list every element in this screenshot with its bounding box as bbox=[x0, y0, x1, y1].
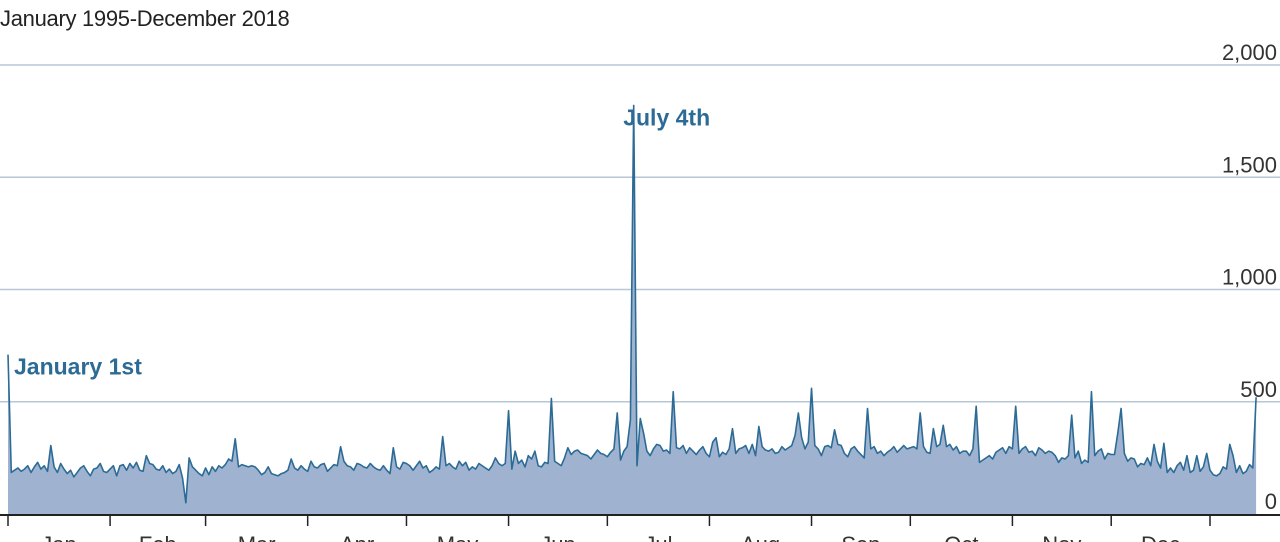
annotations: January 1st July 4th bbox=[14, 104, 710, 379]
x-tick-label: Nov bbox=[1042, 532, 1081, 542]
y-tick-label: 1,000 bbox=[1222, 265, 1277, 290]
x-tick-label: May bbox=[437, 532, 479, 542]
x-tick-label: Jun bbox=[540, 532, 575, 542]
y-tick-label: 2,000 bbox=[1222, 40, 1277, 65]
y-axis-ticks: 0 500 1,000 1,500 2,000 bbox=[1222, 40, 1277, 514]
chart-subtitle: January 1995-December 2018 bbox=[0, 6, 289, 31]
x-tick-label: Feb bbox=[139, 532, 177, 542]
y-tick-label: 0 bbox=[1265, 489, 1277, 514]
annotation-label: January 1st bbox=[14, 354, 142, 380]
x-tick-label: Aug bbox=[741, 532, 780, 542]
x-tick-label: Jan bbox=[41, 532, 76, 542]
x-axis: Jan Feb Mar Apr May Jun Jul Aug Sep Oct Nov Dec bbox=[0, 514, 1280, 542]
x-tick-label: Dec bbox=[1141, 532, 1180, 542]
series-line bbox=[7, 104, 1257, 504]
x-tick-label: Oct bbox=[944, 532, 978, 542]
x-tick-label: Apr bbox=[340, 532, 374, 542]
x-tick-label: Mar bbox=[238, 532, 276, 542]
y-tick-label: 500 bbox=[1240, 377, 1277, 402]
x-tick-label: Sep bbox=[841, 532, 880, 542]
x-tick-label: Jul bbox=[644, 532, 672, 542]
series-area bbox=[7, 104, 1257, 514]
gridlines bbox=[0, 64, 1280, 403]
annotation-label: July 4th bbox=[623, 104, 710, 130]
y-tick-label: 1,500 bbox=[1222, 152, 1277, 177]
